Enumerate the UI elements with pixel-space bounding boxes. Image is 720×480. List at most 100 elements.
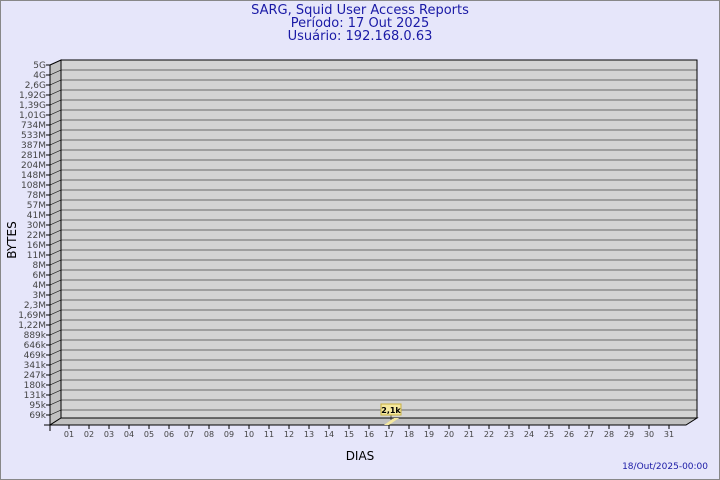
x-tick-label: 25 — [544, 430, 554, 439]
x-tick-label: 08 — [204, 430, 214, 439]
gridline-side — [49, 129, 62, 136]
gridline-side — [49, 229, 62, 236]
bar — [384, 418, 399, 425]
gridline-side — [49, 119, 62, 126]
x-tick-label: 07 — [184, 430, 194, 439]
y-tick-label: 16M — [27, 241, 46, 251]
gridline-side — [49, 239, 62, 246]
data-label: 2,1k — [381, 406, 401, 415]
gridline-side — [49, 199, 62, 206]
gridline-side — [49, 89, 62, 96]
chart-title: SARG, Squid User Access Reports — [251, 3, 469, 18]
x-tick-label: 23 — [504, 430, 514, 439]
x-tick-label: 20 — [444, 430, 454, 439]
y-tick-label: 1,92G — [19, 91, 46, 101]
y-tick-label: 57M — [27, 201, 46, 211]
y-tick-label: 108M — [21, 181, 46, 191]
plot-back — [60, 59, 698, 419]
gridline-side — [49, 259, 62, 266]
y-tick-label: 3M — [33, 291, 47, 301]
x-tick-label: 15 — [344, 430, 354, 439]
y-tick-label: 204M — [21, 161, 46, 171]
gridline-side — [49, 349, 62, 356]
gridline-side — [49, 319, 62, 326]
y-tick-label: 95k — [29, 401, 46, 411]
gridline-side — [49, 169, 62, 176]
y-tick-label: 8M — [33, 261, 47, 271]
data-label-box — [380, 403, 402, 416]
y-tick-label: 5G — [33, 61, 46, 71]
y-tick-label: 1,39G — [19, 101, 46, 111]
y-tick-label: 2,6G — [25, 81, 46, 91]
y-tick-label: 1,01G — [19, 111, 46, 121]
gridline-side — [49, 289, 62, 296]
user: Usuário: 192.168.0.63 — [287, 29, 433, 44]
x-tick-label: 24 — [524, 430, 534, 439]
gridline-side — [49, 149, 62, 156]
y-tick-label: 341k — [24, 361, 47, 371]
x-axis-label: DIAS — [346, 449, 375, 463]
plot-floor — [48, 417, 699, 426]
x-tick-label: 21 — [464, 430, 474, 439]
gridline-side — [49, 309, 62, 316]
y-tick-label: 734M — [21, 121, 46, 131]
x-tick-label: 22 — [484, 430, 494, 439]
y-tick-label: 11M — [27, 251, 46, 261]
y-tick-label: 6M — [33, 271, 47, 281]
y-tick-label: 4G — [33, 71, 46, 81]
gridline-side — [49, 279, 62, 286]
x-tick-label: 17 — [384, 430, 394, 439]
gridline-side — [49, 219, 62, 226]
gridline-side — [49, 399, 62, 406]
gridline-side — [49, 179, 62, 186]
x-tick-label: 04 — [124, 430, 134, 439]
y-tick-label: 131k — [24, 391, 47, 401]
x-tick-label: 02 — [84, 430, 94, 439]
gridline-side — [49, 159, 62, 166]
y-tick-label: 2,3M — [24, 301, 46, 311]
x-tick-label: 27 — [584, 430, 594, 439]
y-tick-label: 4M — [33, 281, 47, 291]
x-tick-label: 01 — [64, 430, 74, 439]
gridline-side — [49, 209, 62, 216]
x-tick-label: 19 — [424, 430, 434, 439]
gridline-side — [49, 189, 62, 196]
x-tick-label: 11 — [264, 430, 274, 439]
gridline-side — [49, 269, 62, 276]
x-tick-label: 28 — [604, 430, 614, 439]
gridline-side — [49, 339, 62, 346]
y-tick-label: 1,69M — [18, 311, 46, 321]
gridline-side — [49, 389, 62, 396]
gridline-side — [49, 329, 62, 336]
period: Período: 17 Out 2025 — [290, 16, 430, 31]
x-tick-label: 13 — [304, 430, 314, 439]
x-tick-label: 26 — [564, 430, 574, 439]
y-tick-label: 889k — [24, 331, 47, 341]
gridline-side — [49, 299, 62, 306]
gridline-side — [49, 59, 62, 66]
y-tick-label: 180k — [24, 381, 47, 391]
x-tick-label: 14 — [324, 430, 334, 439]
y-tick-label: 69k — [29, 411, 46, 421]
y-tick-label: 22M — [27, 231, 46, 241]
gridline-side — [49, 409, 62, 416]
x-tick-label: 12 — [284, 430, 294, 439]
footer-date: 18/Out/2025-00:00 — [622, 462, 708, 472]
x-tick-label: 18 — [404, 430, 414, 439]
x-tick-label: 30 — [644, 430, 654, 439]
gridline-side — [49, 69, 62, 76]
x-tick-label: 09 — [224, 430, 234, 439]
x-tick-label: 31 — [664, 430, 674, 439]
y-tick-label: 41M — [27, 211, 46, 221]
y-axis-label: BYTES — [5, 221, 19, 258]
gridline-side — [49, 249, 62, 256]
gridline-side — [49, 379, 62, 386]
x-tick-label: 10 — [244, 430, 254, 439]
y-tick-label: 469k — [24, 351, 47, 361]
y-tick-label: 30M — [27, 221, 46, 231]
y-tick-label: 148M — [21, 171, 46, 181]
y-tick-label: 281M — [21, 151, 46, 161]
y-tick-label: 247k — [24, 371, 47, 381]
y-tick-label: 78M — [27, 191, 46, 201]
x-tick-label: 29 — [624, 430, 634, 439]
